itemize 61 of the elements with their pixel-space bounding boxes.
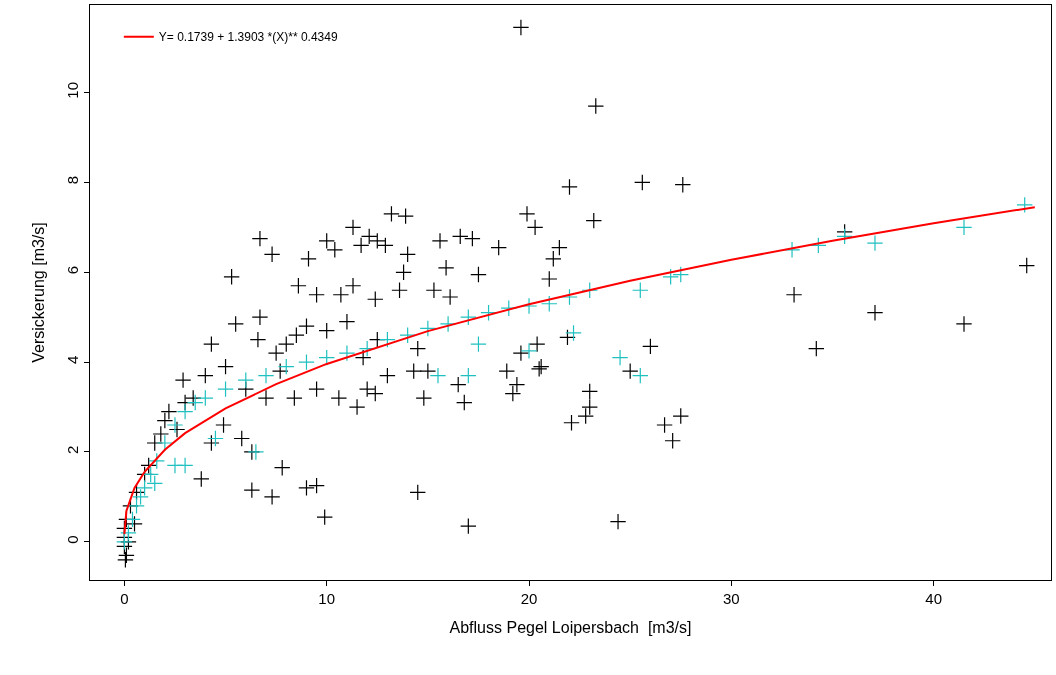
x-tick-label: 0 bbox=[120, 590, 129, 607]
point bbox=[298, 353, 315, 371]
point bbox=[1016, 196, 1033, 214]
point bbox=[632, 367, 649, 384]
point bbox=[379, 331, 396, 348]
point bbox=[148, 452, 166, 470]
point bbox=[338, 344, 356, 362]
point bbox=[470, 335, 487, 353]
point bbox=[166, 416, 184, 434]
point bbox=[611, 349, 629, 366]
point bbox=[672, 266, 690, 283]
point bbox=[146, 475, 164, 492]
point bbox=[429, 367, 447, 384]
point bbox=[128, 497, 145, 515]
point bbox=[662, 268, 679, 286]
point bbox=[120, 524, 137, 542]
point bbox=[632, 281, 649, 299]
point bbox=[836, 228, 853, 245]
line-series bbox=[123, 206, 1036, 536]
y-tick-label: 0 bbox=[64, 535, 81, 544]
point bbox=[207, 430, 224, 447]
y-tick-label: 10 bbox=[64, 82, 81, 99]
point bbox=[142, 466, 159, 483]
point bbox=[419, 320, 437, 337]
point bbox=[565, 324, 582, 342]
point bbox=[197, 389, 214, 407]
point bbox=[318, 349, 336, 366]
point bbox=[460, 367, 477, 384]
y-tick-label: 6 bbox=[64, 265, 81, 275]
x-tick-label: 40 bbox=[925, 590, 942, 607]
point bbox=[136, 479, 153, 497]
point bbox=[277, 358, 295, 375]
point bbox=[176, 403, 194, 420]
legend-label: Y= 0.1739 + 1.3903 *(X)** 0.4349 bbox=[158, 30, 338, 45]
point bbox=[460, 308, 477, 326]
y-axis-title: Versickerung [m3/s] bbox=[29, 222, 47, 363]
y-tick-label: 8 bbox=[64, 176, 81, 185]
point bbox=[810, 237, 827, 254]
point bbox=[166, 457, 184, 474]
x-axis-title: Abfluss Pegel Loipersbach [m3/s] bbox=[449, 618, 692, 636]
y-tick-label: 2 bbox=[64, 445, 81, 454]
point bbox=[186, 394, 204, 411]
x-tick-label: 10 bbox=[318, 590, 336, 607]
point bbox=[480, 304, 497, 322]
point bbox=[247, 443, 265, 461]
point bbox=[540, 295, 558, 313]
point bbox=[116, 533, 133, 551]
point bbox=[257, 367, 275, 384]
point bbox=[237, 371, 255, 389]
point bbox=[132, 488, 149, 506]
point bbox=[124, 511, 141, 528]
x-tick-label: 20 bbox=[520, 590, 538, 607]
x-tick-label: 30 bbox=[723, 590, 740, 607]
y-tick-label: 4 bbox=[64, 355, 81, 365]
point bbox=[520, 342, 538, 360]
point bbox=[217, 380, 234, 398]
point bbox=[866, 234, 884, 252]
point bbox=[156, 434, 174, 452]
point bbox=[561, 288, 578, 306]
point bbox=[955, 219, 973, 236]
point bbox=[581, 281, 599, 299]
